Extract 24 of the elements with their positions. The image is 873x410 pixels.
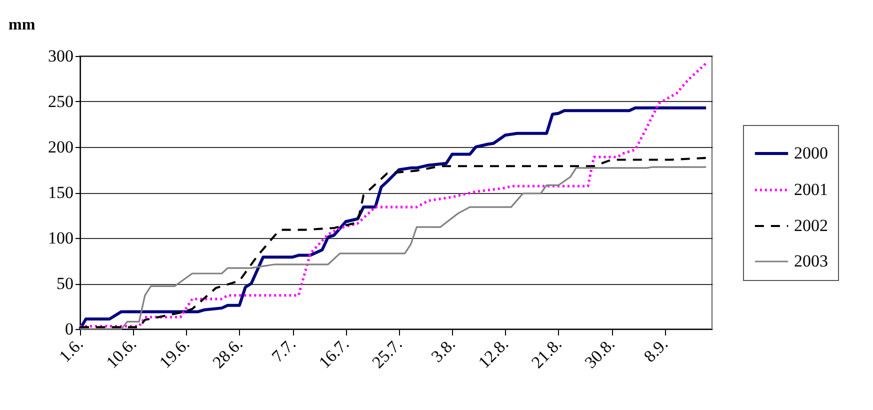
y-tick-label: 200 — [48, 138, 74, 156]
legend-label: 2003 — [794, 252, 828, 270]
x-tick-label: 30.8. — [580, 334, 618, 372]
x-tick-label: 12.8. — [474, 334, 512, 372]
y-tick-label: 300 — [48, 46, 74, 66]
legend-label: 2002 — [794, 216, 828, 235]
x-tick-label: 3.8. — [428, 334, 459, 366]
x-tick-label: 19.6. — [156, 334, 194, 372]
x-tick-label: 28.6. — [208, 334, 246, 372]
x-tick-label: 25.7. — [368, 334, 406, 372]
legend-label: 2001 — [794, 180, 828, 199]
x-tick-label: 8.9. — [640, 334, 672, 366]
x-tick-label: 10.6. — [102, 334, 140, 372]
y-tick-label: 100 — [48, 228, 74, 248]
y-tick-label: 50 — [56, 274, 74, 293]
y-tick-label: 150 — [48, 183, 74, 202]
x-tick-label: 7.7. — [268, 334, 300, 366]
line-series — [78, 62, 708, 328]
line-series — [78, 106, 708, 330]
legend-label: 2000 — [794, 144, 828, 162]
y-tick-label: 250 — [48, 92, 74, 111]
x-tick-label: 16.7. — [315, 334, 353, 372]
x-tick-label: 21.8. — [528, 334, 566, 372]
y-axis-title: mm — [8, 16, 36, 34]
